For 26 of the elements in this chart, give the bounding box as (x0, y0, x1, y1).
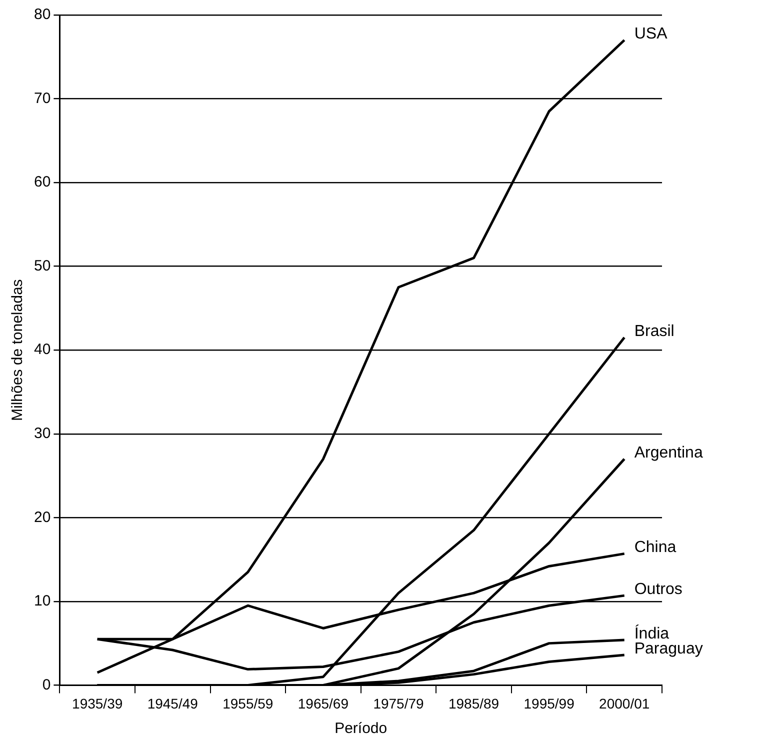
x-tick-label: 1935/39 (72, 695, 123, 712)
y-tick-label: 30 (34, 425, 51, 442)
y-tick-label: 50 (34, 257, 51, 274)
y-tick-label: 10 (34, 592, 51, 610)
x-tick-label: 1945/49 (147, 695, 198, 712)
x-tick-label: 1955/59 (222, 695, 274, 712)
series-label: Paraguay (634, 640, 703, 658)
x-tick-label: 1975/79 (373, 695, 424, 712)
y-tick-label: 40 (34, 341, 51, 358)
series-label: Índia (634, 624, 670, 642)
y-tick-label: 60 (34, 174, 51, 191)
y-tick-label: 20 (34, 508, 51, 526)
series-label: USA (634, 26, 668, 43)
y-tick-label: 70 (34, 90, 51, 107)
y-axis-title: Milhões de toneladas (9, 279, 26, 421)
x-tick-label: 1985/89 (448, 695, 500, 712)
series-label: Outros (634, 580, 682, 598)
x-tick-label: 2000/01 (599, 695, 650, 712)
series-label: Brasil (634, 322, 674, 340)
x-tick-label: 1965/69 (298, 695, 349, 712)
series-label: Argentina (634, 444, 703, 462)
x-tick-label: 1995/99 (524, 695, 575, 712)
y-tick-label: 0 (42, 676, 51, 694)
y-tick-label: 80 (34, 6, 51, 24)
x-axis-title: Período (334, 720, 388, 738)
series-label: China (634, 539, 676, 556)
